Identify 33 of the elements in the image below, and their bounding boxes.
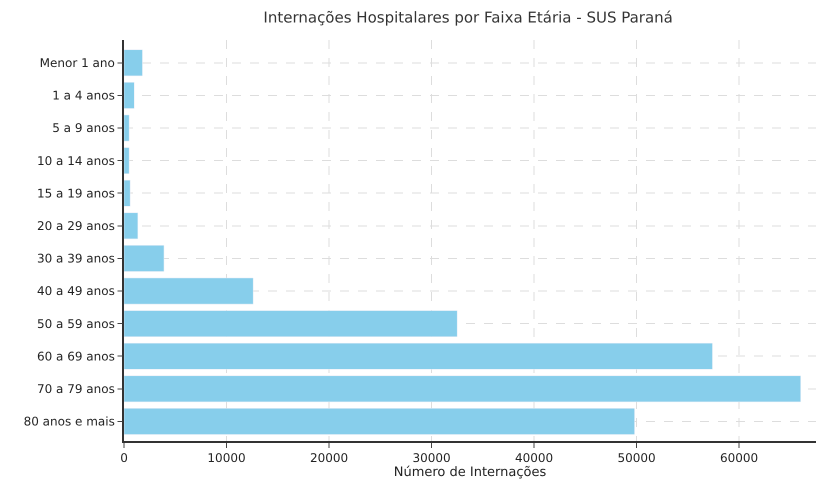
y-tick-label: 5 a 9 anos	[52, 121, 115, 136]
y-tick-label: 80 anos e mais	[24, 414, 115, 429]
bar	[124, 376, 801, 402]
y-tick-label: 30 a 39 anos	[36, 252, 115, 266]
bar	[124, 50, 143, 76]
bar	[124, 278, 254, 304]
x-tick-label: 40000	[514, 451, 554, 466]
bar	[124, 212, 138, 240]
x-tick-label: 30000	[412, 451, 451, 466]
y-tick-label: 50 a 59 anos	[36, 316, 115, 331]
x-tick-label: 0	[120, 451, 128, 466]
bar	[124, 245, 164, 272]
y-tick-label: 70 a 79 anos	[36, 382, 115, 396]
x-axis-title: Número de Internações	[394, 465, 546, 480]
y-tick-label: 20 a 29 anos	[36, 219, 115, 234]
x-tick-label: 60000	[720, 451, 758, 466]
y-tick-label: 40 a 49 anos	[36, 284, 115, 298]
x-tick-label: 10000	[207, 451, 246, 466]
y-tick-label: 10 a 14 anos	[36, 154, 115, 168]
bar	[124, 310, 458, 337]
x-tick-label: 50000	[617, 451, 656, 466]
y-tick-label: 60 a 69 anos	[36, 349, 115, 364]
bar	[124, 147, 130, 174]
y-tick-label: Menor 1 ano	[40, 56, 115, 70]
x-tick-label: 20000	[310, 451, 348, 466]
bar	[124, 82, 134, 109]
bar	[124, 180, 130, 207]
bar	[124, 342, 713, 370]
y-tick-label: 1 a 4 anos	[52, 88, 115, 103]
bar	[124, 408, 635, 435]
y-tick-label: 15 a 19 anos	[36, 186, 115, 200]
chart-title: Internações Hospitalares por Faixa Etária - SUS Paraná	[263, 8, 673, 27]
bar	[124, 114, 130, 142]
